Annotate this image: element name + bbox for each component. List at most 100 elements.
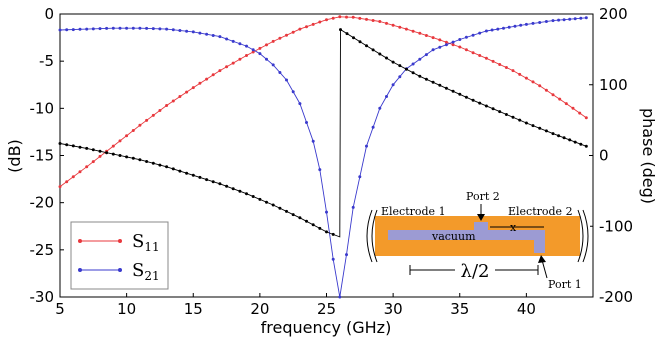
s21-point: [431, 48, 435, 52]
s11-point: [385, 21, 388, 25]
s21-phase-point: [98, 149, 102, 153]
s11-point: [391, 23, 395, 27]
s21-point: [158, 27, 162, 31]
y-right-tick-label: -100: [599, 217, 633, 235]
port1-label: Port 1: [548, 278, 582, 291]
s21-point: [345, 253, 348, 257]
s11-point: [271, 39, 275, 43]
s21-phase-point: [471, 98, 475, 102]
s21-point: [71, 28, 75, 32]
y-left-tick-label: -30: [30, 288, 55, 306]
legend-s21-marker: [118, 268, 122, 272]
s11-point: [458, 45, 462, 49]
s21-point: [398, 75, 402, 79]
s11-point: [358, 16, 362, 20]
s11-point: [398, 25, 402, 29]
s21-phase-point: [491, 107, 495, 111]
s21-phase-point: [318, 226, 322, 230]
x-tick-label: 5: [55, 300, 65, 318]
s21-point: [424, 53, 428, 57]
s11-point: [238, 57, 242, 61]
s21-point: [331, 257, 335, 261]
s11-point: [91, 160, 95, 164]
s21-phase-point: [285, 209, 288, 213]
s21-point: [191, 30, 195, 34]
s11-point: [365, 17, 368, 21]
s21-point: [562, 18, 566, 22]
x-tick-label: 20: [250, 300, 269, 318]
x-axis-title: frequency (GHz): [261, 318, 392, 337]
s11-point: [125, 134, 129, 138]
legend: S11 S21: [70, 221, 169, 290]
s21-phase-point: [531, 124, 535, 128]
s11-point: [251, 50, 255, 54]
s11-point: [564, 102, 568, 106]
s21-point: [225, 37, 229, 41]
s21-point: [278, 71, 282, 74]
s21-point: [551, 19, 555, 23]
y-right-tick-label: 200: [599, 5, 628, 23]
s21-phase-point: [544, 129, 548, 133]
s21-point: [238, 42, 242, 46]
legend-s11-marker: [78, 239, 82, 243]
s21-point: [325, 210, 328, 214]
s11-point: [411, 29, 415, 33]
s11-point: [265, 43, 268, 47]
y-left-axis-title: (dB): [5, 139, 24, 173]
s11-point: [491, 59, 495, 63]
y-left-tick-label: 0: [44, 5, 54, 23]
s11-point: [165, 104, 169, 107]
s21-phase-point: [91, 148, 95, 152]
s21-phase-point: [58, 142, 62, 145]
s21-phase-point: [484, 104, 488, 108]
s21-phase-point: [291, 213, 295, 217]
s11-point: [218, 69, 222, 73]
s11-point: [231, 61, 235, 65]
s21-point: [311, 139, 315, 143]
right-break-mark: [577, 209, 589, 263]
s21-phase-point: [391, 60, 395, 64]
s21-point: [391, 83, 395, 87]
s21-point: [371, 125, 375, 129]
s21-point: [365, 144, 368, 148]
s21-point: [464, 35, 468, 39]
s21-phase-point: [258, 197, 262, 201]
s21-point: [573, 17, 577, 21]
s21-phase-markers: [58, 28, 588, 236]
x-tick-label: 35: [450, 300, 469, 318]
s21-phase-point: [238, 189, 242, 193]
s21-point: [171, 28, 175, 32]
s21-phase-point: [584, 144, 588, 148]
s21-phase-point: [339, 28, 342, 32]
s21-phase-point: [538, 126, 542, 130]
s21-point: [584, 16, 588, 20]
x-tick-label: 40: [517, 300, 536, 318]
s11-point: [325, 18, 328, 22]
s11-point: [205, 77, 209, 81]
s11-point: [551, 93, 555, 97]
s21-phase-point: [265, 200, 268, 204]
s21-point: [490, 28, 494, 32]
s21-point: [251, 48, 255, 52]
s21-point: [231, 39, 235, 43]
s21-point: [411, 62, 415, 66]
s21-phase-point: [464, 95, 468, 99]
electrode1-label: Electrode 1: [381, 205, 446, 218]
s21-point: [165, 27, 169, 31]
s21-phase-point: [191, 173, 195, 177]
s21-phase-point: [518, 118, 522, 122]
s21-phase-point: [331, 232, 335, 236]
s11-point: [444, 40, 448, 44]
s11-point: [404, 27, 408, 31]
s11-point: [438, 38, 442, 42]
s21-point: [91, 27, 95, 31]
s11-point: [151, 113, 155, 117]
s21-phase-point: [218, 182, 222, 186]
s21-point: [531, 21, 535, 25]
s21-phase-point: [424, 77, 428, 81]
s21-phase-point: [165, 165, 169, 169]
s21-point: [478, 31, 482, 35]
s11-point: [464, 48, 468, 52]
s11-point: [291, 30, 295, 34]
